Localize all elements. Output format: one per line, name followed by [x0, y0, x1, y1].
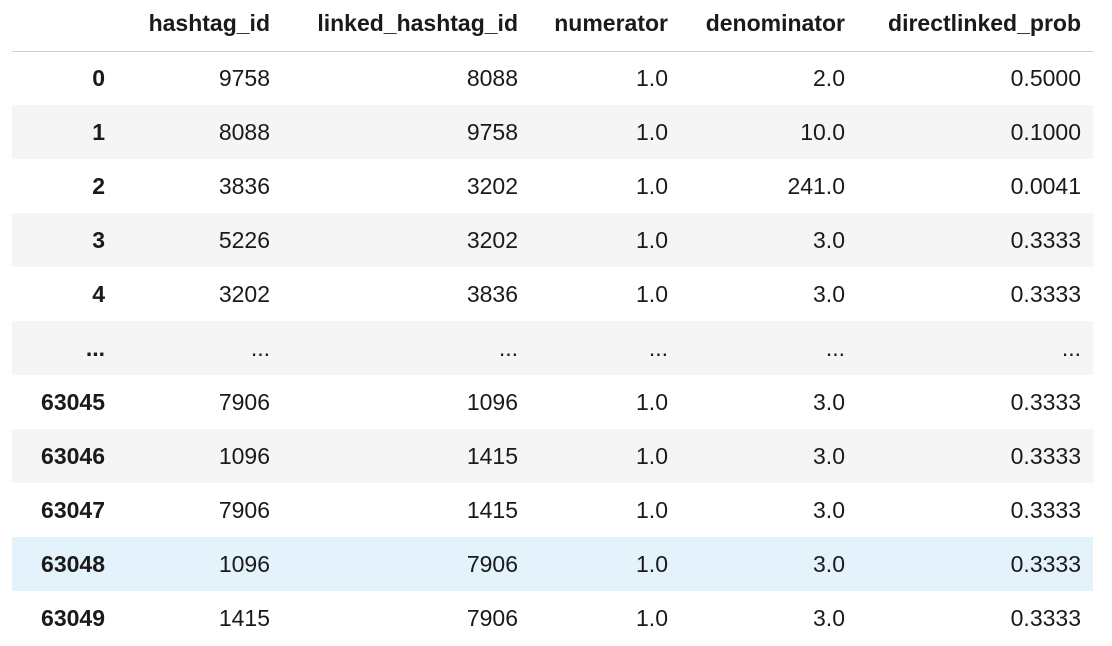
cell-directlinked-prob: 0.3333 [1010, 442, 1081, 469]
cell-directlinked-prob: ... [1061, 334, 1081, 361]
cell-directlinked-prob: 0.0041 [1010, 172, 1081, 199]
dataframe-table: hashtag_id linked_hashtag_id numerator d… [12, 0, 1093, 645]
cell-linked-hashtag-id: 1096 [466, 388, 518, 415]
row-index: 1 [92, 118, 105, 145]
cell-hashtag-id: 5226 [218, 226, 270, 253]
cell-numerator: 1.0 [636, 280, 668, 307]
header-row: hashtag_id linked_hashtag_id numerator d… [12, 0, 1093, 52]
cell-directlinked-prob: 0.3333 [1010, 226, 1081, 253]
cell-denominator: 10.0 [800, 118, 845, 145]
cell-numerator: 1.0 [636, 172, 668, 199]
row-index: 63047 [41, 496, 105, 523]
cell-linked-hashtag-id: 1415 [466, 442, 518, 469]
cell-hashtag-id: ... [250, 334, 270, 361]
cell-directlinked-prob: 0.3333 [1010, 604, 1081, 631]
cell-denominator: 3.0 [813, 442, 845, 469]
table-row: 0 9758 8088 1.0 2.0 0.5000 [12, 51, 1093, 105]
column-header-linked-hashtag-id: linked_hashtag_id [282, 0, 530, 52]
cell-denominator: 3.0 [813, 388, 845, 415]
cell-numerator: 1.0 [636, 550, 668, 577]
cell-directlinked-prob: 0.3333 [1010, 550, 1081, 577]
cell-numerator: ... [648, 334, 668, 361]
row-index: 63048 [41, 550, 105, 577]
cell-directlinked-prob: 0.3333 [1010, 280, 1081, 307]
table-row: 63047 7906 1415 1.0 3.0 0.3333 [12, 483, 1093, 537]
row-index: 4 [92, 280, 105, 307]
row-index: ... [85, 334, 105, 361]
cell-directlinked-prob: 0.5000 [1010, 64, 1081, 91]
cell-linked-hashtag-id: 3202 [466, 226, 518, 253]
column-header-index [12, 0, 117, 52]
table-body: 0 9758 8088 1.0 2.0 0.5000 1 8088 9758 1.0 10.0 0.1… [12, 51, 1093, 645]
row-index: 0 [92, 64, 105, 91]
table-header: hashtag_id linked_hashtag_id numerator d… [12, 0, 1093, 52]
column-header-hashtag-id: hashtag_id [117, 0, 282, 52]
cell-linked-hashtag-id: 8088 [466, 64, 518, 91]
table-row: 63045 7906 1096 1.0 3.0 0.3333 [12, 375, 1093, 429]
cell-hashtag-id: 8088 [218, 118, 270, 145]
cell-denominator: ... [825, 334, 845, 361]
cell-denominator: 241.0 [787, 172, 845, 199]
row-index: 2 [92, 172, 105, 199]
table-row: 4 3202 3836 1.0 3.0 0.3333 [12, 267, 1093, 321]
cell-linked-hashtag-id: 9758 [466, 118, 518, 145]
row-index: 63045 [41, 388, 105, 415]
cell-numerator: 1.0 [636, 442, 668, 469]
cell-linked-hashtag-id: 7906 [466, 550, 518, 577]
cell-hashtag-id: 3836 [218, 172, 270, 199]
cell-hashtag-id: 3202 [218, 280, 270, 307]
table-row: 63049 1415 7906 1.0 3.0 0.3333 [12, 591, 1093, 645]
cell-numerator: 1.0 [636, 118, 668, 145]
table-row: 3 5226 3202 1.0 3.0 0.3333 [12, 213, 1093, 267]
table-row: 63046 1096 1415 1.0 3.0 0.3333 [12, 429, 1093, 483]
cell-linked-hashtag-id: ... [498, 334, 518, 361]
cell-denominator: 3.0 [813, 226, 845, 253]
cell-directlinked-prob: 0.1000 [1010, 118, 1081, 145]
cell-hashtag-id: 1415 [218, 604, 270, 631]
cell-denominator: 3.0 [813, 496, 845, 523]
cell-hashtag-id: 1096 [218, 550, 270, 577]
row-index: 63046 [41, 442, 105, 469]
table-row: 2 3836 3202 1.0 241.0 0.0041 [12, 159, 1093, 213]
cell-numerator: 1.0 [636, 226, 668, 253]
cell-directlinked-prob: 0.3333 [1010, 496, 1081, 523]
column-header-numerator: numerator [530, 0, 680, 52]
table-row: .................. [12, 321, 1093, 375]
row-index: 3 [92, 226, 105, 253]
cell-hashtag-id: 9758 [218, 64, 270, 91]
cell-denominator: 3.0 [813, 280, 845, 307]
cell-denominator: 3.0 [813, 604, 845, 631]
dataframe-output: hashtag_id linked_hashtag_id numerator d… [12, 0, 1093, 645]
cell-hashtag-id: 1096 [218, 442, 270, 469]
row-index: 63049 [41, 604, 105, 631]
cell-hashtag-id: 7906 [218, 388, 270, 415]
cell-numerator: 1.0 [636, 496, 668, 523]
cell-linked-hashtag-id: 7906 [466, 604, 518, 631]
table-row: 63048 1096 7906 1.0 3.0 0.3333 [12, 537, 1093, 591]
cell-linked-hashtag-id: 3202 [466, 172, 518, 199]
cell-denominator: 2.0 [813, 64, 845, 91]
table-row: 1 8088 9758 1.0 10.0 0.1000 [12, 105, 1093, 159]
cell-linked-hashtag-id: 3836 [466, 280, 518, 307]
cell-numerator: 1.0 [636, 388, 668, 415]
cell-numerator: 1.0 [636, 604, 668, 631]
cell-hashtag-id: 7906 [218, 496, 270, 523]
cell-denominator: 3.0 [813, 550, 845, 577]
cell-linked-hashtag-id: 1415 [466, 496, 518, 523]
column-header-directlinked-prob: directlinked_prob [857, 0, 1093, 52]
column-header-denominator: denominator [680, 0, 857, 52]
cell-directlinked-prob: 0.3333 [1010, 388, 1081, 415]
cell-numerator: 1.0 [636, 64, 668, 91]
